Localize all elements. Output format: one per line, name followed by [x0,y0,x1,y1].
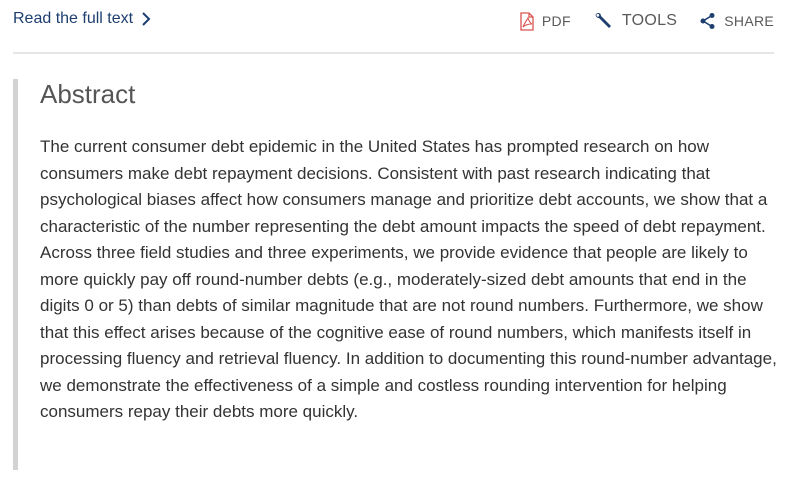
abstract-heading: Abstract [40,79,136,109]
pdf-label: PDF [541,13,571,29]
share-label: SHARE [724,13,774,29]
wrench-icon [593,10,615,32]
article-toolbar: Read the full text PDF TOOLS [13,0,774,54]
abstract-section: Abstract The current consumer debt epide… [13,79,777,470]
read-full-text-label: Read the full text [13,10,134,27]
tools-button[interactable]: TOOLS [593,10,677,32]
article-tools: PDF TOOLS SHARE [497,10,774,32]
tools-label: TOOLS [621,12,678,29]
chevron-right-icon [141,11,155,27]
share-icon [699,12,717,30]
pdf-file-icon [519,11,535,31]
share-button[interactable]: SHARE [699,12,774,30]
pdf-button[interactable]: PDF [519,11,571,31]
abstract-body: The current consumer debt epidemic in th… [40,137,777,421]
read-full-text-link[interactable]: Read the full text [13,10,155,28]
